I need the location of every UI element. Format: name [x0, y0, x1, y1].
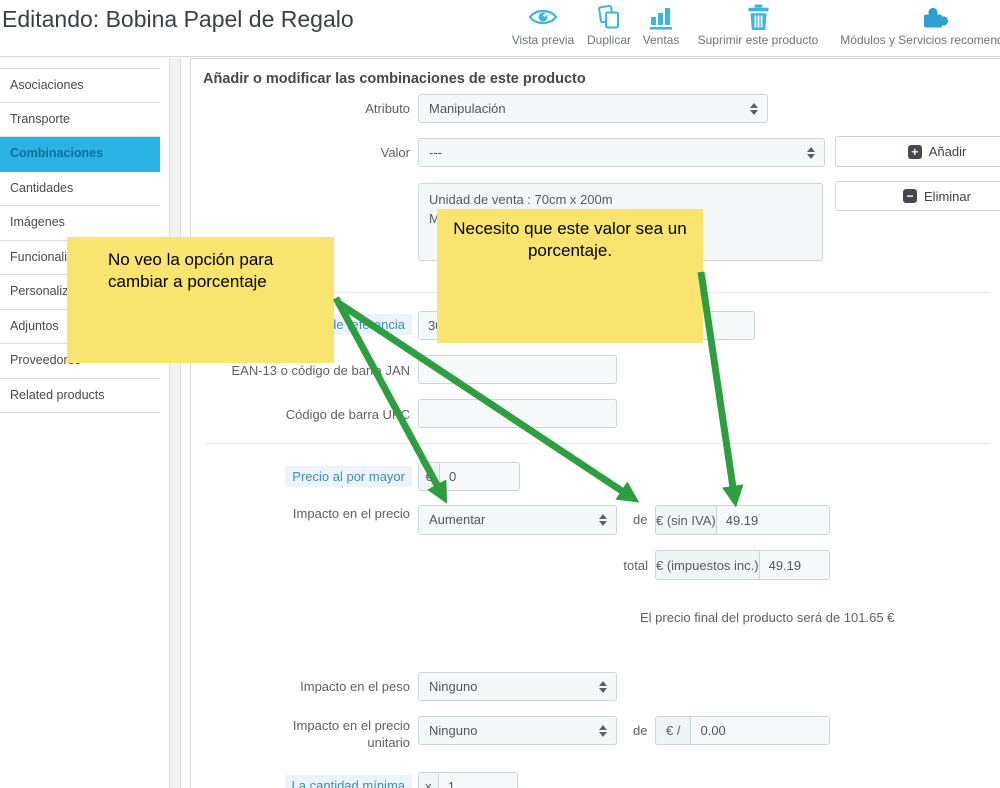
weight-impact-label: Impacto en el peso [300, 679, 410, 694]
trash-icon [658, 4, 858, 32]
minus-icon: − [903, 189, 918, 203]
value-select[interactable]: --- [418, 138, 825, 167]
select-stepper-icon [599, 680, 607, 694]
toolbar-delete-product-button[interactable]: Suprimir este producto [658, 2, 858, 47]
section-divider [205, 443, 990, 444]
price-impact-select[interactable]: Aumentar [418, 505, 617, 535]
attribute-label: Atributo [365, 101, 410, 116]
price-impact-amount-input[interactable] [716, 506, 829, 534]
sidebar-item-combinaciones[interactable]: Combinaciones [0, 137, 160, 172]
price-impact-label: Impacto en el precio [292, 506, 410, 521]
select-stepper-icon [599, 513, 607, 527]
upc-input[interactable] [419, 400, 616, 427]
add-button[interactable]: + Añadir [835, 136, 1000, 167]
plus-icon: + [907, 144, 922, 159]
final-price-text: El precio final del producto será de 101… [640, 610, 895, 625]
remove-button-label: Eliminar [924, 188, 971, 204]
price-impact-select-value: Aumentar [429, 512, 486, 527]
de-label: de [633, 723, 648, 738]
unit-price-impact-select-value: Ninguno [429, 723, 478, 738]
duplicate-icon [509, 4, 709, 32]
combination-list-item[interactable]: M [429, 211, 440, 226]
puzzle-icon [785, 4, 1000, 32]
unit-price-impact-label: Impacto en el precio unitario [292, 718, 410, 750]
euro-per-unit-addon: € / [656, 717, 692, 744]
remove-button[interactable]: − Eliminar [835, 181, 1000, 211]
attribute-select[interactable]: Manipulación [418, 94, 768, 123]
page-title: Editando: Bobina Papel de Regalo [2, 6, 354, 32]
value-label: Valor [380, 145, 410, 160]
header-bar: Editando: Bobina Papel de Regalo Vista p… [0, 0, 1000, 57]
eye-icon [443, 4, 643, 32]
toolbar-preview-button[interactable]: Vista previa [443, 2, 643, 47]
wholesale-price-input[interactable] [440, 463, 519, 490]
select-stepper-icon [750, 102, 758, 116]
wholesale-price-group: € [418, 462, 520, 491]
min-quantity-label: La cantidad mínima [284, 775, 412, 788]
toolbar-modules-label: Módulos y Servicios recomendados [840, 33, 1000, 47]
upc-field-group [418, 399, 617, 428]
toolbar-delete-product-label: Suprimir este producto [697, 33, 819, 47]
toolbar-modules-button[interactable]: Módulos y Servicios recomendados [785, 2, 1000, 47]
sidebar-item-asociaciones[interactable]: Asociaciones [0, 68, 160, 103]
sidebar-item-transporte[interactable]: Transporte [0, 102, 160, 137]
section-heading: Añadir o modificar las combinaciones de … [203, 71, 586, 87]
unit-price-amount-group: € / [655, 716, 830, 745]
min-quantity-input[interactable] [438, 773, 517, 788]
total-label: total [623, 558, 648, 573]
wholesale-price-label: Precio al por mayor [285, 466, 412, 487]
price-impact-amount-group: € (sin IVA) [655, 505, 830, 535]
tax-included-addon: € (impuestos inc.) [656, 551, 760, 579]
total-amount-group: € (impuestos inc.) [655, 550, 830, 580]
unit-price-amount-input[interactable] [691, 717, 829, 744]
toolbar-sales-label: Ventas [642, 33, 680, 47]
toolbar-duplicate-label: Duplicar [586, 33, 631, 47]
add-button-label: Añadir [928, 144, 967, 159]
vertical-divider [169, 58, 181, 788]
ean-input[interactable] [419, 356, 616, 383]
weight-impact-select[interactable]: Ninguno [418, 672, 617, 701]
sidebar-item-cantidades[interactable]: Cantidades [0, 171, 160, 206]
min-quantity-group: × [418, 772, 518, 788]
currency-addon: € [419, 463, 440, 490]
combination-list-item[interactable]: Unidad de venta : 70cm x 200m [429, 192, 613, 207]
unit-price-impact-select[interactable]: Ninguno [418, 716, 617, 745]
upc-label: Código de barra UPC [285, 407, 410, 422]
ean-label: EAN-13 o código de barra JAN [231, 363, 410, 378]
sticky-note-percentage-option: No veo la opción para cambiar a porcenta… [67, 237, 334, 363]
de-label: de [633, 512, 648, 527]
toolbar-duplicate-button[interactable]: Duplicar [509, 2, 709, 47]
value-select-value: --- [429, 145, 442, 160]
sticky-note-value-percentage: Necesito que este valor sea un porcentaj… [437, 209, 703, 343]
sidebar-item-imagenes[interactable]: Imágenes [0, 206, 160, 241]
multiply-addon: × [419, 773, 439, 788]
attribute-select-value: Manipulación [429, 101, 506, 116]
tax-excluded-addon: € (sin IVA) [656, 506, 717, 534]
ean-field-group [418, 355, 617, 384]
sidebar-item-related-products[interactable]: Related products [0, 378, 160, 413]
toolbar-preview-label: Vista previa [511, 33, 575, 47]
select-stepper-icon [807, 146, 815, 160]
toolbar-sales-button[interactable]: Ventas [561, 2, 761, 47]
total-amount-input[interactable] [759, 551, 829, 579]
sales-chart-icon [561, 4, 761, 32]
select-stepper-icon [599, 724, 607, 738]
weight-impact-select-value: Ninguno [429, 679, 478, 694]
